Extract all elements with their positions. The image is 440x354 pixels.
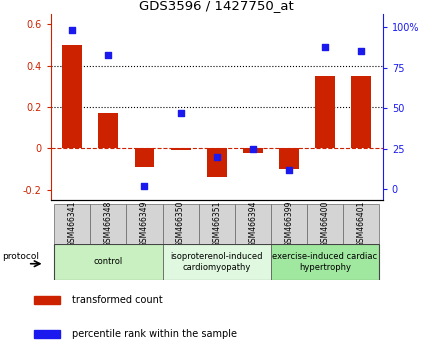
FancyBboxPatch shape xyxy=(162,204,198,244)
Text: exercise-induced cardiac
hypertrophy: exercise-induced cardiac hypertrophy xyxy=(272,252,378,272)
Bar xyxy=(279,148,299,169)
Point xyxy=(322,44,329,50)
Text: GSM466349: GSM466349 xyxy=(140,201,149,247)
Bar xyxy=(171,148,191,150)
Bar xyxy=(135,148,154,167)
Text: GSM466341: GSM466341 xyxy=(68,201,77,247)
FancyBboxPatch shape xyxy=(162,244,271,280)
Title: GDS3596 / 1427750_at: GDS3596 / 1427750_at xyxy=(139,0,294,12)
Text: control: control xyxy=(94,257,123,267)
Bar xyxy=(315,76,335,148)
Text: transformed count: transformed count xyxy=(72,295,163,305)
Text: GSM466399: GSM466399 xyxy=(284,201,293,247)
Text: GSM466401: GSM466401 xyxy=(357,201,366,247)
Bar xyxy=(99,113,118,148)
FancyBboxPatch shape xyxy=(54,244,162,280)
Point xyxy=(213,154,220,160)
Bar xyxy=(207,148,227,177)
Bar xyxy=(243,148,263,153)
FancyBboxPatch shape xyxy=(343,204,379,244)
Point xyxy=(105,52,112,58)
Bar xyxy=(351,76,371,148)
Point xyxy=(69,28,76,33)
Point xyxy=(177,110,184,116)
FancyBboxPatch shape xyxy=(198,204,235,244)
Text: protocol: protocol xyxy=(3,252,40,261)
FancyBboxPatch shape xyxy=(54,204,90,244)
Text: GSM466394: GSM466394 xyxy=(248,201,257,247)
FancyBboxPatch shape xyxy=(126,204,162,244)
Text: GSM466400: GSM466400 xyxy=(320,201,330,247)
Point xyxy=(358,48,365,54)
FancyBboxPatch shape xyxy=(235,204,271,244)
Text: percentile rank within the sample: percentile rank within the sample xyxy=(72,329,237,339)
Text: isoproterenol-induced
cardiomyopathy: isoproterenol-induced cardiomyopathy xyxy=(170,252,263,272)
Point xyxy=(286,167,293,173)
Text: GSM466350: GSM466350 xyxy=(176,201,185,247)
Point xyxy=(249,146,257,152)
FancyBboxPatch shape xyxy=(307,204,343,244)
Point xyxy=(141,183,148,189)
Text: GSM466348: GSM466348 xyxy=(104,201,113,247)
FancyBboxPatch shape xyxy=(271,244,379,280)
Text: GSM466351: GSM466351 xyxy=(212,201,221,247)
Bar xyxy=(34,330,60,338)
Bar xyxy=(34,296,60,304)
Bar xyxy=(62,45,82,148)
FancyBboxPatch shape xyxy=(90,204,126,244)
FancyBboxPatch shape xyxy=(271,204,307,244)
